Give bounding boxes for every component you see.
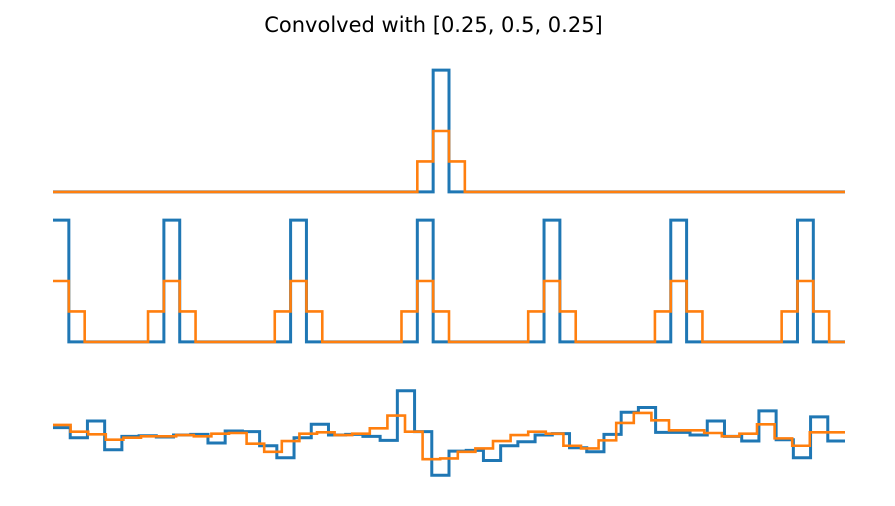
panel-noise (53, 389, 845, 477)
series-convolved-noise (53, 411, 845, 461)
series-convolved-impulse-train (53, 279, 845, 344)
panel-impulse (53, 68, 845, 194)
panel-impulse-train (53, 218, 845, 344)
series-convolved-impulse (53, 129, 845, 194)
chart-title: Convolved with [0.25, 0.5, 0.25] (264, 13, 603, 37)
series-original-noise (53, 389, 845, 477)
panels (53, 68, 845, 477)
